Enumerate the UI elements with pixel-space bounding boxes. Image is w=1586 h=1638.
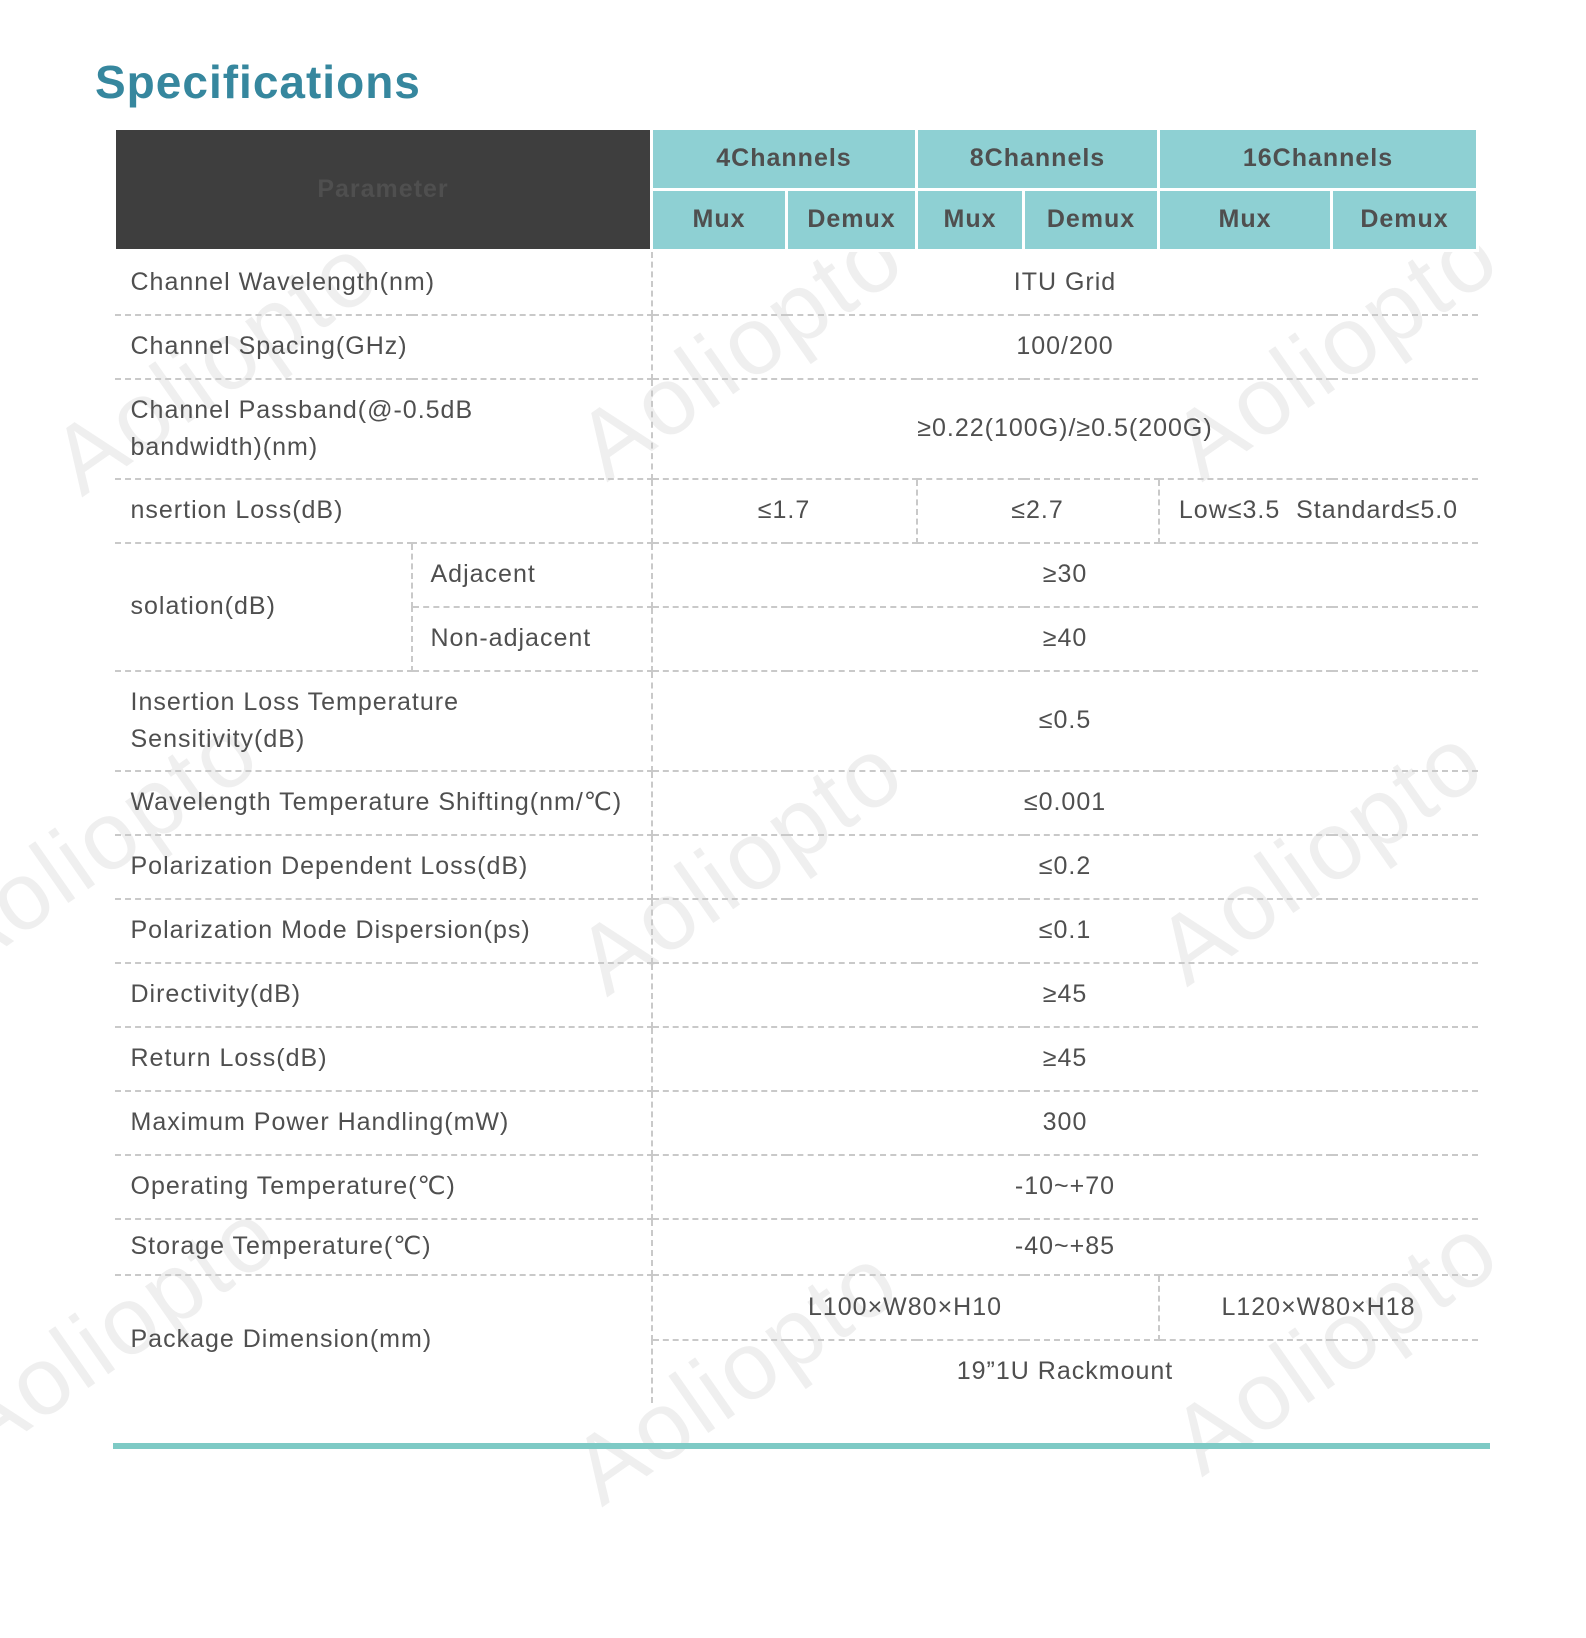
row-value-16channels: L120×W80×H18 [1158,1275,1478,1341]
row-value: ≥40 [651,607,1478,672]
table-row: Operating Temperature(℃) -10~+70 [114,1155,1478,1220]
row-label: Insertion Loss Temperature Sensitivity(d… [114,671,653,772]
row-label: solation(dB) [114,543,413,672]
row-sublabel-non-adjacent: Non-adjacent [410,607,653,672]
bottom-divider-line [113,1443,1490,1449]
table-row: Polarization Dependent Loss(dB) ≤0.2 [114,835,1478,900]
subheader-16ch-mux: Mux [1157,188,1333,252]
table-row: Package Dimension(mm) L100×W80×H10 L120×… [114,1275,1478,1403]
row-label: nsertion Loss(dB) [114,479,653,544]
row-value: ≥45 [651,963,1478,1028]
row-label: Wavelength Temperature Shifting(nm/℃) [114,771,653,836]
row-value: ≤0.2 [651,835,1478,900]
row-label: Package Dimension(mm) [114,1275,653,1403]
specifications-table: Parameter 4Channels 8Channels 16Channels… [113,127,1479,1403]
row-label: Directivity(dB) [114,963,653,1028]
row-label: Channel Spacing(GHz) [114,315,653,380]
table-row: Non-adjacent ≥40 [115,607,1478,672]
table-row: Wavelength Temperature Shifting(nm/℃) ≤0… [114,771,1478,836]
parameter-header-cell: Parameter [113,127,653,252]
table-row: solation(dB) Adjacent ≥30 [114,543,1478,672]
row-label: Maximum Power Handling(mW) [114,1091,653,1156]
row-label-text: Insertion Loss Temperature Sensitivity(d… [130,687,467,754]
row-value: 300 [651,1091,1478,1156]
subheader-8ch-demux: Demux [1022,188,1160,252]
row-value-4channels: ≤1.7 [651,479,918,544]
row-label: Polarization Dependent Loss(dB) [114,835,653,900]
row-value: -10~+70 [651,1155,1478,1220]
table-row: Channel Spacing(GHz) 100/200 [114,315,1478,380]
row-value-16channels: Low≤3.5 Standard≤5.0 [1158,479,1478,544]
table-row: Directivity(dB) ≥45 [114,963,1478,1028]
row-value-8channels: ≤2.7 [916,479,1160,544]
table-row: Storage Temperature(℃) -40~+85 [114,1219,1478,1276]
row-value-4-8channels: L100×W80×H10 [651,1275,1160,1341]
row-label: Return Loss(dB) [114,1027,653,1092]
row-sublabel-adjacent: Adjacent [410,543,653,608]
row-label: Polarization Mode Dispersion(ps) [114,899,653,964]
subheader-16ch-demux: Demux [1330,188,1479,252]
group-header-16channels: 16Channels [1157,127,1479,191]
subheader-4ch-mux: Mux [650,188,788,252]
row-value: -40~+85 [651,1219,1478,1276]
table-row: Channel Passband(@-0.5dB bandwidth)(nm) … [114,379,1478,480]
row-value: ≤0.001 [651,771,1478,836]
table-row: 19”1U Rackmount [115,1340,1478,1403]
row-value: 19”1U Rackmount [956,1357,1174,1386]
row-label: Storage Temperature(℃) [114,1219,653,1276]
group-header-4channels: 4Channels [650,127,918,191]
row-value: ≤0.5 [651,671,1478,772]
row-label: Operating Temperature(℃) [114,1155,653,1220]
page-title: Specifications [95,56,421,108]
row-label-text: Channel Passband(@-0.5dB bandwidth)(nm) [130,395,482,462]
row-label: Channel Wavelength(nm) [114,250,653,316]
row-label: Channel Passband(@-0.5dB bandwidth)(nm) [114,379,653,480]
subheader-4ch-demux: Demux [785,188,918,252]
table-row: Maximum Power Handling(mW) 300 [114,1091,1478,1156]
table-row: Polarization Mode Dispersion(ps) ≤0.1 [114,899,1478,964]
table-row: Channel Wavelength(nm) ITU Grid [114,250,1478,316]
table-row: Return Loss(dB) ≥45 [114,1027,1478,1092]
row-value: 100/200 [651,315,1478,380]
table-row: Insertion Loss Temperature Sensitivity(d… [114,671,1478,772]
row-value: ITU Grid [651,250,1478,316]
table-row: nsertion Loss(dB) ≤1.7 ≤2.7 Low≤3.5 Stan… [114,479,1478,544]
subheader-8ch-mux: Mux [915,188,1025,252]
group-header-8channels: 8Channels [915,127,1160,191]
row-value: ≥0.22(100G)/≥0.5(200G) [651,379,1478,480]
row-value: ≥45 [651,1027,1478,1092]
row-value: ≥30 [651,543,1478,608]
row-value: ≤0.1 [651,899,1478,964]
